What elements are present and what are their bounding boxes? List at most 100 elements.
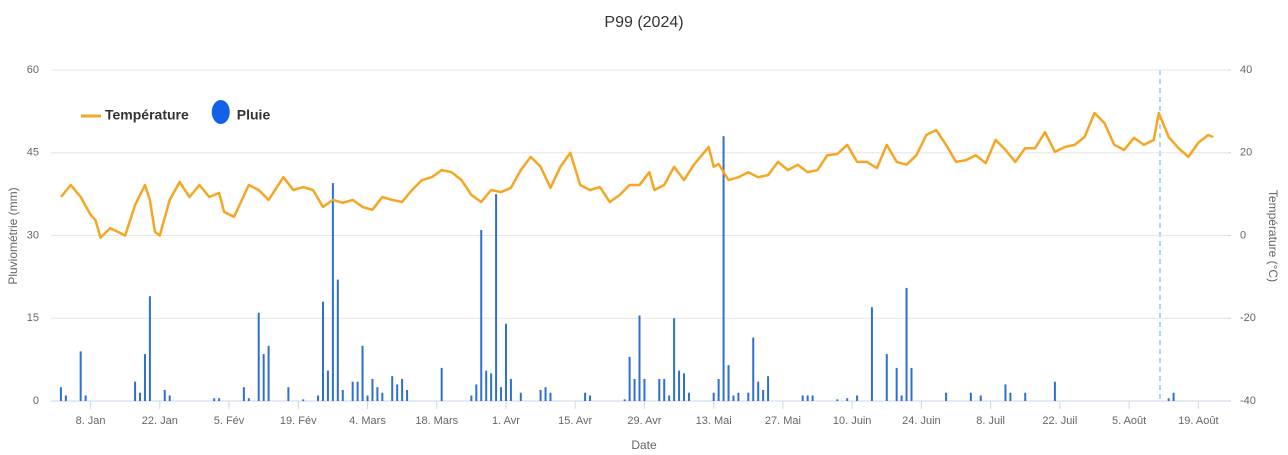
bar <box>870 307 873 401</box>
y-tick-label: 60 <box>27 64 39 76</box>
bar <box>762 389 765 401</box>
bar <box>945 392 948 401</box>
bar <box>811 395 814 401</box>
bar <box>519 392 522 401</box>
x-tick-label: 8. Juil <box>976 415 1005 427</box>
bar <box>969 392 972 401</box>
x-tick-label: 19. Fév <box>280 415 317 427</box>
bar <box>752 337 755 401</box>
bar <box>163 389 166 401</box>
bar <box>396 384 399 401</box>
bar <box>356 381 359 401</box>
bar <box>732 395 735 401</box>
y2-tick-label: 0 <box>1240 229 1246 241</box>
x-tick-label: 19. Août <box>1178 415 1218 427</box>
bar <box>717 378 720 401</box>
bar <box>767 376 770 401</box>
x-axis-title: Date <box>631 438 657 452</box>
bar <box>1024 392 1027 401</box>
bar <box>148 296 151 401</box>
bar <box>584 392 587 401</box>
bar <box>262 354 265 401</box>
x-tick-label: 1. Avr <box>492 415 520 427</box>
bar <box>623 399 626 401</box>
bar <box>757 381 760 401</box>
x-tick-label: 22. Juil <box>1042 415 1077 427</box>
bar <box>485 370 488 401</box>
bar <box>638 315 641 401</box>
bar <box>317 395 320 401</box>
bar <box>321 301 324 401</box>
bar <box>846 398 849 401</box>
bar <box>673 318 676 401</box>
y2-axis-title: Température (°C) <box>1266 190 1280 282</box>
bar <box>668 395 671 401</box>
x-tick-label: 8. Jan <box>76 415 106 427</box>
y2-tick-label: -40 <box>1240 395 1256 407</box>
bar <box>376 387 379 401</box>
bar <box>361 345 364 401</box>
x-tick-label: 24. Juin <box>902 415 941 427</box>
y-tick-label: 0 <box>33 395 39 407</box>
chart-title: P99 (2024) <box>604 14 683 31</box>
bar <box>475 384 478 401</box>
bar <box>440 367 443 401</box>
legend-label: Pluie <box>237 107 271 123</box>
bar <box>628 356 631 401</box>
bar <box>801 395 804 401</box>
x-tick-label: 4. Mars <box>349 415 386 427</box>
x-tick-label: 15. Avr <box>558 415 592 427</box>
bar <box>544 387 547 401</box>
bar <box>678 370 681 401</box>
x-tick-label: 27. Mai <box>765 415 801 427</box>
x-tick-label: 22. Jan <box>142 415 178 427</box>
bar <box>366 395 369 401</box>
bar <box>371 378 374 401</box>
y-tick-label: 15 <box>27 312 39 324</box>
bar <box>979 395 982 401</box>
bar <box>391 376 394 401</box>
bar <box>1172 392 1175 401</box>
bar <box>218 398 221 401</box>
y-tick-label: 45 <box>27 147 39 159</box>
legend-label: Température <box>105 107 189 123</box>
bar <box>302 399 305 401</box>
bar <box>143 354 146 401</box>
bar <box>490 373 493 401</box>
bar <box>247 398 250 401</box>
bar <box>856 395 859 401</box>
bar <box>168 395 171 401</box>
bar <box>683 373 686 401</box>
bar <box>381 392 384 401</box>
bar <box>900 395 903 401</box>
bar <box>287 387 290 401</box>
bar <box>267 345 270 401</box>
bar <box>351 381 354 401</box>
bar <box>1167 398 1170 401</box>
bar <box>539 389 542 401</box>
x-tick-label: 10. Juin <box>833 415 872 427</box>
x-tick-label: 5. Fév <box>214 415 245 427</box>
x-tick-label: 13. Mai <box>696 415 732 427</box>
x-tick-label: 18. Mars <box>415 415 458 427</box>
bar <box>633 378 636 401</box>
bar <box>712 392 715 401</box>
bar <box>687 392 690 401</box>
bar <box>84 395 87 401</box>
bar <box>737 392 740 401</box>
legend: Température Pluie <box>81 100 270 124</box>
y2-tick-label: -20 <box>1240 312 1256 324</box>
bar <box>242 387 245 401</box>
bar <box>836 399 839 401</box>
bar <box>509 378 512 401</box>
bar <box>257 312 260 401</box>
bar <box>401 378 404 401</box>
y2-tick-label: 20 <box>1240 147 1252 159</box>
bar <box>549 392 552 401</box>
bar <box>727 365 730 401</box>
bar <box>500 387 503 401</box>
bar <box>495 194 498 401</box>
bar <box>905 287 908 401</box>
bar <box>64 395 67 401</box>
